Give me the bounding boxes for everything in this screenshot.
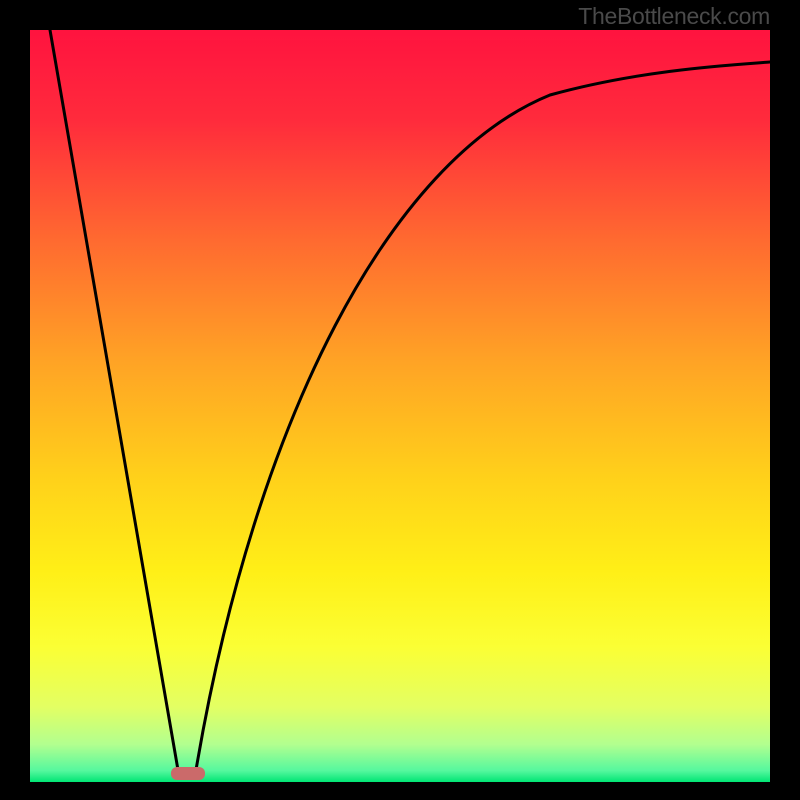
curve-descending-line bbox=[50, 30, 178, 770]
curve-ascending-bezier bbox=[196, 62, 770, 770]
chart-frame: TheBottleneck.com bbox=[0, 0, 800, 800]
plot-area bbox=[30, 30, 770, 782]
curve-layer bbox=[30, 30, 770, 782]
minimum-marker bbox=[171, 767, 205, 780]
minimum-marker-shape bbox=[171, 767, 205, 780]
watermark-text: TheBottleneck.com bbox=[578, 3, 770, 30]
